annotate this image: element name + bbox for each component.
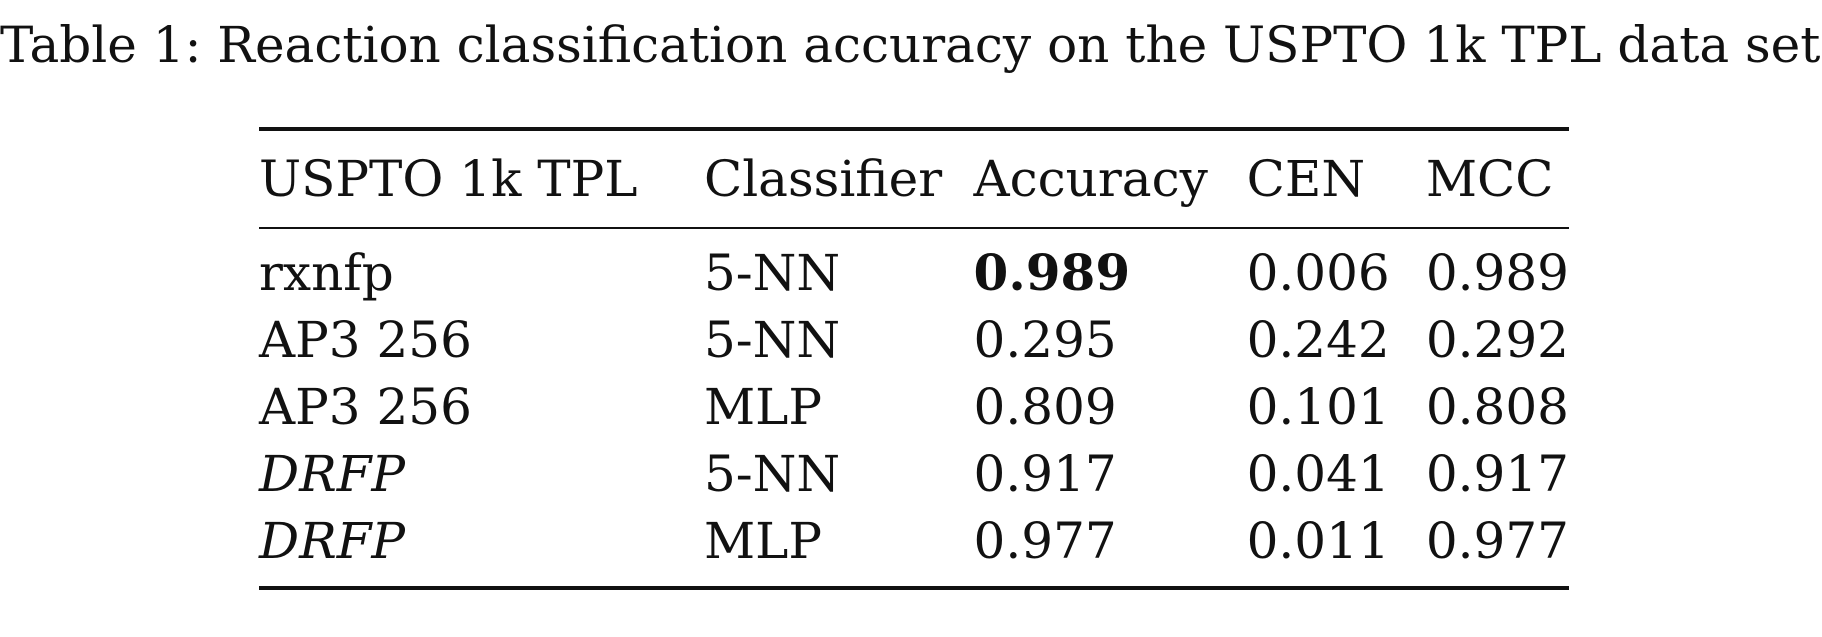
cell-accuracy: 0.809 — [973, 377, 1117, 436]
cell-mcc: 0.292 — [1425, 310, 1569, 369]
cell-cen: 0.242 — [1246, 310, 1390, 369]
cell-cen: 0.011 — [1246, 511, 1390, 570]
cell-method: AP3 256 — [259, 310, 472, 369]
cell-classifier: MLP — [703, 511, 822, 570]
cell-accuracy: 0.989 — [973, 243, 1131, 302]
cell-classifier: MLP — [703, 377, 822, 436]
bottom-rule — [259, 586, 1569, 592]
cell-cen: 0.101 — [1246, 377, 1390, 436]
header-dataset: USPTO 1k TPL — [259, 150, 638, 208]
cell-accuracy: 0.917 — [973, 444, 1117, 503]
table-row: AP3 256 5-NN 0.295 0.242 0.292 — [259, 306, 1569, 373]
cell-classifier: 5-NN — [703, 444, 841, 503]
results-table: USPTO 1k TPL Classifier Accuracy CEN MCC… — [259, 127, 1569, 592]
table-row: AP3 256 MLP 0.809 0.101 0.808 — [259, 373, 1569, 440]
table-caption: Table 1: Reaction classification accurac… — [0, 16, 1822, 74]
cell-accuracy: 0.977 — [973, 511, 1117, 570]
cell-cen: 0.006 — [1246, 243, 1390, 302]
header-row: USPTO 1k TPL Classifier Accuracy CEN MCC — [259, 131, 1569, 228]
cell-cen: 0.041 — [1246, 444, 1390, 503]
cell-accuracy: 0.295 — [973, 310, 1117, 369]
cell-mcc: 0.808 — [1425, 377, 1569, 436]
table-row: rxnfp 5-NN 0.989 0.006 0.989 — [259, 229, 1569, 306]
cell-method: DRFP — [259, 444, 406, 503]
cell-method: DRFP — [259, 511, 406, 570]
header-cen: CEN — [1246, 150, 1366, 208]
cell-mcc: 0.917 — [1425, 444, 1569, 503]
results-table-container: USPTO 1k TPL Classifier Accuracy CEN MCC… — [259, 127, 1569, 592]
header-accuracy: Accuracy — [973, 150, 1208, 208]
header-mcc: MCC — [1425, 150, 1554, 208]
cell-method: rxnfp — [259, 243, 394, 302]
cell-method: AP3 256 — [259, 377, 472, 436]
header-classifier: Classifier — [703, 150, 943, 208]
cell-mcc: 0.977 — [1425, 511, 1569, 570]
table-row: DRFP MLP 0.977 0.011 0.977 — [259, 507, 1569, 588]
table-row: DRFP 5-NN 0.917 0.041 0.917 — [259, 440, 1569, 507]
cell-classifier: 5-NN — [703, 243, 841, 302]
cell-classifier: 5-NN — [703, 310, 841, 369]
cell-mcc: 0.989 — [1425, 243, 1569, 302]
